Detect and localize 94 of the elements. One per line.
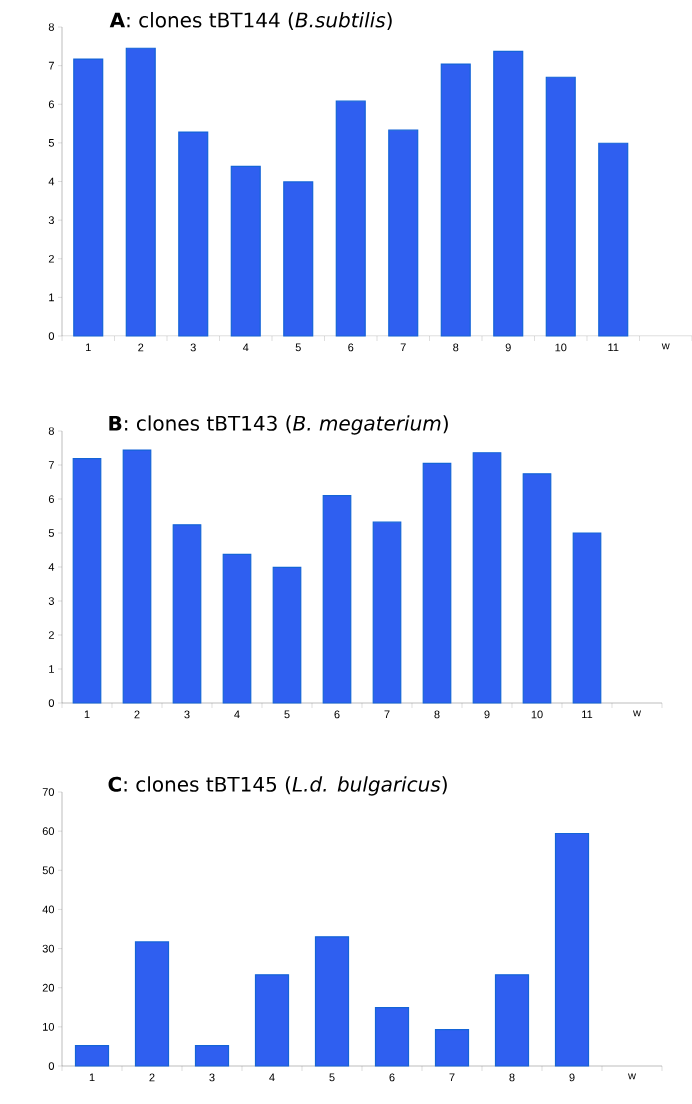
- y-tick-label: 0: [48, 699, 55, 707]
- bar: [572, 532, 602, 704]
- chart-title: B: clones tBT143 (B. megaterium): [109, 415, 448, 435]
- bar: [388, 129, 419, 337]
- y-tick-label: 7: [48, 61, 54, 70]
- x-tick-label: 7: [384, 710, 390, 719]
- bar: [374, 1007, 410, 1067]
- y-tick-label: 70: [42, 788, 55, 796]
- x-tick-label: 6: [389, 1073, 395, 1082]
- bar: [194, 1045, 230, 1067]
- bar: [230, 165, 261, 337]
- bar: [134, 941, 170, 1067]
- x-tick-label: w: [633, 710, 641, 717]
- y-tick-label: 40: [42, 905, 55, 914]
- bar: [272, 566, 302, 704]
- x-tick-label: 3: [184, 710, 190, 719]
- y-tick-label: 5: [48, 529, 54, 537]
- x-tick-label: 6: [348, 343, 354, 352]
- y-tick-label: 6: [48, 495, 54, 503]
- y-tick-label: 0: [48, 1062, 55, 1070]
- bar: [598, 142, 629, 337]
- x-tick-label: 5: [295, 343, 301, 352]
- bar: [73, 58, 104, 337]
- bar: [222, 553, 252, 704]
- y-tick-label: 4: [48, 177, 55, 186]
- x-tick-label: 8: [434, 710, 440, 719]
- x-tick-label: 11: [608, 343, 619, 352]
- y-tick-label: 60: [42, 827, 55, 836]
- x-tick-label: 4: [234, 710, 240, 719]
- x-tick-label: 1: [86, 343, 91, 352]
- x-tick-label: 5: [284, 710, 290, 719]
- x-tick-label: 8: [453, 343, 459, 352]
- y-tick-label: 10: [43, 1022, 55, 1031]
- x-tick-label: 11: [582, 710, 593, 719]
- x-tick-label: w: [628, 1073, 636, 1080]
- bar: [422, 462, 452, 704]
- x-tick-label: 7: [400, 343, 406, 352]
- y-tick-label: 8: [48, 427, 54, 435]
- x-tick-label: 1: [89, 1073, 95, 1082]
- y-tick-label: 50: [42, 866, 55, 875]
- x-tick-label: 9: [505, 343, 511, 352]
- y-tick-label: 3: [48, 597, 54, 605]
- bar: [440, 63, 471, 337]
- bar: [335, 100, 366, 337]
- x-tick-label: 5: [329, 1073, 335, 1082]
- bar: [74, 1045, 110, 1067]
- bar: [172, 524, 202, 704]
- x-tick-label: 7: [449, 1073, 455, 1082]
- x-tick-label: 1: [84, 710, 90, 719]
- x-tick-label: 2: [149, 1073, 155, 1082]
- bar: [322, 495, 352, 704]
- y-tick-label: 7: [48, 461, 54, 469]
- bar: [522, 473, 552, 704]
- y-tick-label: 1: [49, 293, 54, 302]
- bar: [372, 521, 402, 704]
- x-tick-label: 9: [484, 710, 490, 719]
- x-tick-label: 8: [509, 1073, 515, 1082]
- bar: [314, 936, 350, 1067]
- bar: [125, 47, 156, 337]
- y-tick-label: 8: [48, 23, 54, 31]
- x-tick-label: 3: [209, 1073, 215, 1082]
- x-tick-label: w: [661, 343, 670, 350]
- bar: [72, 457, 102, 704]
- bar: [178, 131, 209, 337]
- x-tick-label: 2: [138, 343, 144, 352]
- y-tick-label: 30: [42, 944, 55, 953]
- x-tick-label: 3: [190, 343, 196, 352]
- y-tick-label: 20: [42, 983, 55, 992]
- bar: [545, 76, 576, 337]
- y-tick-label: 2: [48, 254, 54, 263]
- x-tick-label: 2: [134, 710, 140, 719]
- bar: [494, 974, 530, 1067]
- y-tick-label: 1: [49, 665, 54, 673]
- bar: [122, 449, 152, 704]
- y-tick-label: 6: [48, 100, 54, 109]
- x-tick-label: 10: [555, 343, 567, 352]
- y-tick-label: 3: [48, 216, 54, 225]
- bar: [472, 452, 502, 704]
- bar: [493, 50, 524, 337]
- bar: [254, 974, 290, 1067]
- x-tick-label: 4: [269, 1073, 275, 1082]
- bar: [554, 832, 590, 1067]
- x-tick-label: 6: [334, 710, 340, 719]
- bar: [283, 181, 314, 337]
- x-tick-label: 10: [531, 710, 543, 719]
- x-tick-label: 4: [242, 343, 249, 352]
- y-tick-label: 4: [48, 563, 55, 571]
- y-tick-label: 2: [48, 631, 54, 639]
- chart-title: C: clones tBT145 (L.d. bulgaricus): [108, 776, 447, 796]
- chart-title: A: clones tBT144 (B.subtilis): [109, 12, 392, 30]
- y-tick-label: 0: [48, 332, 55, 340]
- x-tick-label: 9: [569, 1073, 575, 1082]
- bar: [434, 1029, 470, 1067]
- y-tick-label: 5: [48, 139, 54, 147]
